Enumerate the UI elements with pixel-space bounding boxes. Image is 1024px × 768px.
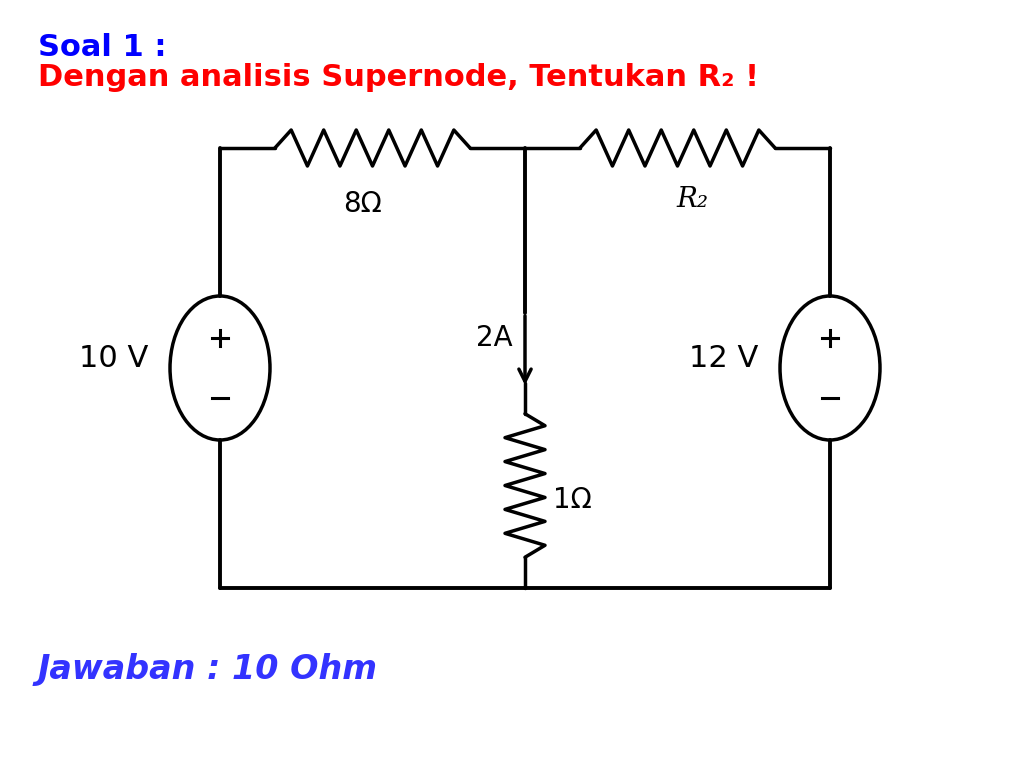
Text: 8Ω: 8Ω: [343, 190, 382, 218]
Text: Dengan analisis Supernode, Tentukan R₂ !: Dengan analisis Supernode, Tentukan R₂ !: [38, 63, 759, 92]
Text: 1Ω: 1Ω: [553, 486, 592, 515]
Text: 12 V: 12 V: [688, 343, 758, 372]
Text: R₂: R₂: [677, 186, 709, 213]
Text: 2A: 2A: [476, 324, 513, 352]
Text: Jawaban : 10 Ohm: Jawaban : 10 Ohm: [38, 653, 378, 686]
Text: Soal 1 :: Soal 1 :: [38, 33, 167, 62]
Text: 10 V: 10 V: [79, 343, 148, 372]
